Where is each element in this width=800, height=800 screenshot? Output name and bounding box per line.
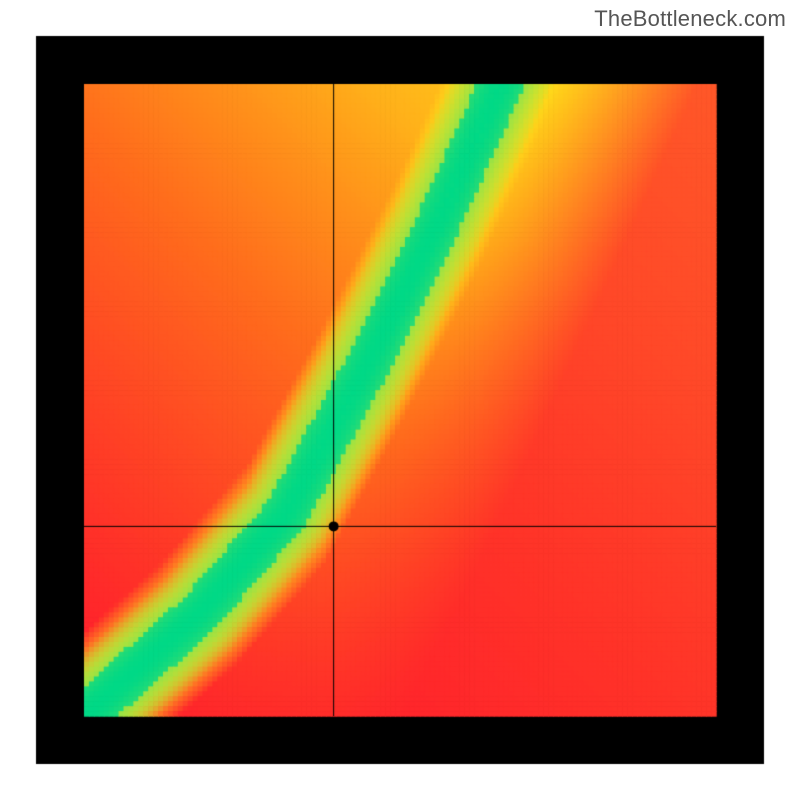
heatmap-canvas [0, 0, 800, 800]
watermark-label: TheBottleneck.com [594, 6, 786, 32]
chart-container: TheBottleneck.com [0, 0, 800, 800]
